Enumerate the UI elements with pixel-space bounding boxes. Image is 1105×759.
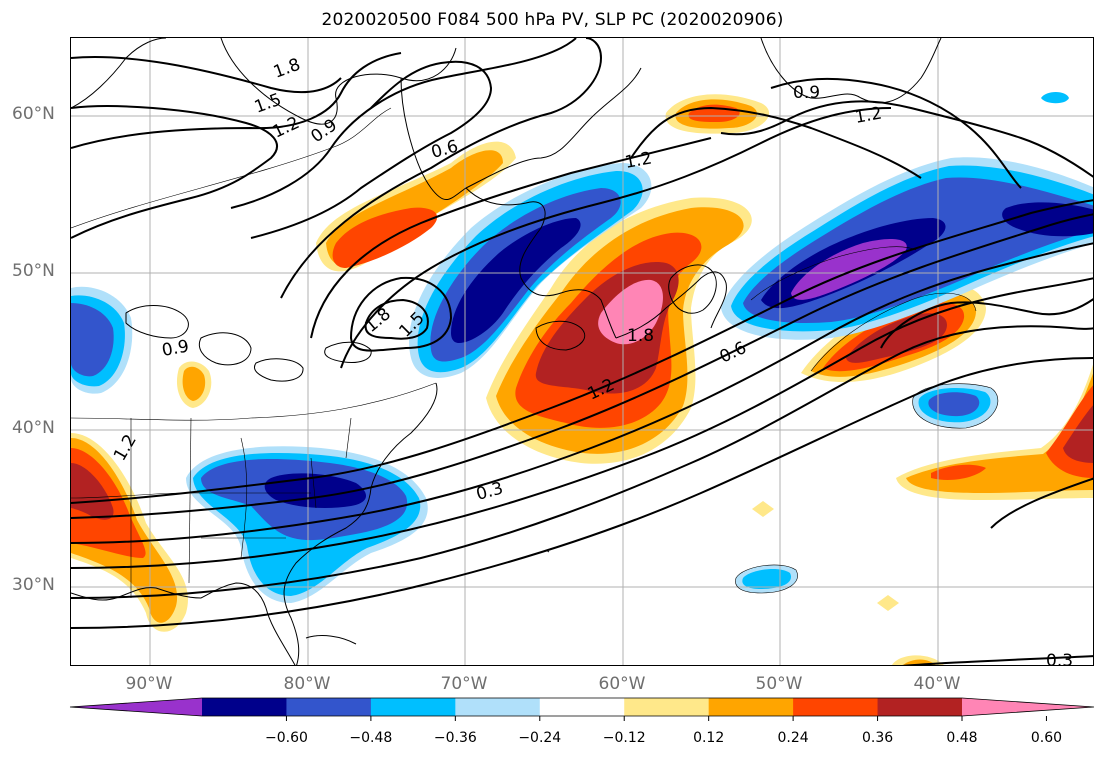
slp-contours [71, 38, 1093, 665]
colorbar-segment [370, 698, 456, 716]
colorbar-segment [539, 698, 625, 716]
lat-label-40n: 40°N [12, 418, 55, 438]
contour-label: 1.8 [627, 326, 654, 346]
colorbar-tick-label: −0.36 [433, 730, 477, 746]
contour-label: 1.2 [110, 431, 141, 464]
colorbar-segment [708, 698, 794, 716]
lat-label-30n: 30°N [12, 575, 55, 595]
lon-label-70w: 70°W [440, 674, 488, 694]
lon-label-80w: 80°W [283, 674, 331, 694]
contour-label: 0.3 [474, 479, 505, 505]
colorbar-extend-max [962, 698, 1094, 716]
colorbar-tick-label: 0.24 [777, 730, 809, 746]
map-canvas: 1.8 1.5 1.2 0.9 0.6 1.2 0.9 1.2 0.9 1.8 … [71, 38, 1093, 666]
lon-label-60w: 60°W [598, 674, 646, 694]
colorbar-segment [455, 698, 541, 716]
contour-label: 0.3 [1046, 651, 1073, 666]
colorbar-tick-label: −0.60 [264, 730, 308, 746]
colorbar-tick-label: −0.48 [349, 730, 393, 746]
colorbar-segment [793, 698, 879, 716]
pv-thin-contours [735, 246, 999, 594]
gridlines [71, 38, 1093, 665]
colorbar-segment [877, 698, 963, 716]
colorbar-segment [202, 698, 287, 716]
colorbar-tick-label: 0.48 [946, 730, 978, 746]
colorbar-tick-label: −0.12 [602, 730, 646, 746]
colorbar-tick-label: 0.60 [1030, 730, 1063, 746]
map-panel: 1.8 1.5 1.2 0.9 0.6 1.2 0.9 1.2 0.9 1.8 … [70, 37, 1094, 666]
contour-label: 0.6 [717, 338, 750, 368]
contour-label: 0.9 [160, 337, 190, 361]
colorbar-segment [624, 698, 710, 716]
pv-positive-anomalies [71, 94, 1093, 665]
lon-label-90w: 90°W [125, 674, 173, 694]
contour-label: 0.6 [429, 137, 460, 163]
lon-label-40w: 40°W [913, 674, 961, 694]
political-borders [71, 107, 437, 598]
contour-label: 1.5 [252, 90, 284, 118]
colorbar-tick-label: −0.24 [518, 730, 562, 746]
chart-title: 2020020500 F084 500 hPa PV, SLP PC (2020… [321, 10, 784, 30]
coastlines [71, 38, 942, 665]
colorbar-outline [69, 697, 1095, 717]
colorbar-segment [286, 698, 372, 716]
contour-label: 1.2 [623, 149, 653, 173]
lon-label-50w: 50°W [755, 674, 803, 694]
lat-label-60n: 60°N [12, 104, 55, 124]
colorbar-tick-label: 0.36 [861, 730, 894, 746]
lat-label-50n: 50°N [12, 261, 55, 281]
contour-label: 1.2 [853, 104, 883, 128]
colorbar-extend-min [70, 698, 202, 716]
colorbar-tick-label: 0.12 [693, 730, 725, 746]
contour-label: 1.8 [271, 55, 303, 83]
contour-label: 0.9 [793, 83, 820, 103]
